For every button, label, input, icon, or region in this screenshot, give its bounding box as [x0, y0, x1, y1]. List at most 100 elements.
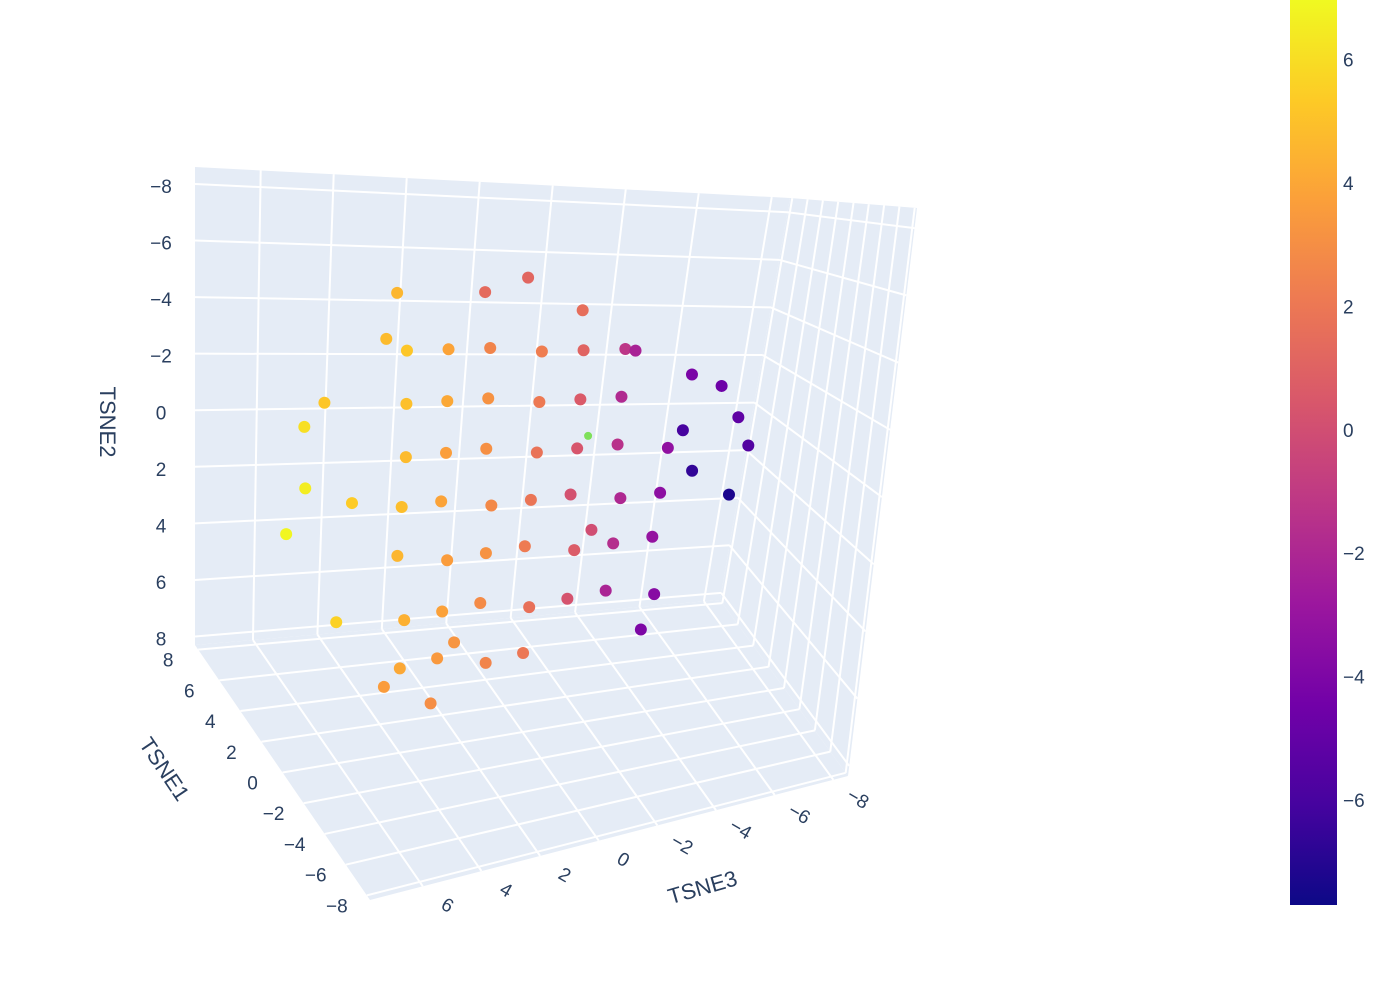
data-point	[318, 396, 331, 409]
grid-line	[303, 708, 800, 805]
data-point	[715, 379, 728, 392]
data-point	[440, 446, 453, 459]
floor	[195, 600, 848, 900]
y-tick-label: 8	[156, 630, 167, 651]
data-point	[524, 493, 537, 506]
y-tick-label: −2	[150, 347, 172, 368]
y-tick-label: −6	[150, 234, 172, 255]
data-point	[619, 342, 632, 355]
data-point	[661, 441, 674, 454]
x-tick-label: −2	[263, 804, 285, 825]
data-point	[568, 544, 581, 557]
z-tick-label: 0	[613, 849, 633, 872]
z-tick-label: 4	[496, 879, 516, 903]
grid-line	[844, 207, 916, 773]
data-point	[517, 647, 530, 660]
data-point	[400, 344, 413, 357]
x-tick-label: 8	[163, 651, 174, 672]
data-point	[442, 343, 455, 356]
grid-line	[240, 644, 754, 713]
grid-line	[813, 205, 886, 731]
data-point	[585, 523, 598, 536]
y-tick-label: −8	[150, 177, 172, 198]
data-point	[391, 549, 404, 562]
z-tick-label: −6	[784, 800, 813, 829]
data-point	[584, 431, 593, 440]
colorbar-tick-label: −4	[1343, 668, 1365, 689]
grid-line	[783, 202, 855, 689]
data-point	[377, 680, 390, 693]
data-point	[564, 488, 577, 501]
data-point	[535, 345, 548, 358]
axis-title: TSNE2	[95, 387, 120, 458]
colorbar-tick-label: −6	[1343, 791, 1365, 812]
grid-line	[194, 352, 763, 356]
data-point	[479, 656, 492, 669]
colorbar-tick-label: 0	[1343, 421, 1354, 442]
data-point	[441, 395, 454, 408]
x-tick-label: −6	[305, 866, 327, 887]
data-point	[474, 597, 487, 610]
y-tick-label: −4	[150, 290, 172, 311]
y-tick-label: 2	[156, 460, 167, 481]
z-tick-label: 2	[554, 864, 574, 887]
data-point	[380, 332, 393, 345]
colorbar-tick-label: 2	[1343, 297, 1354, 318]
data-point	[686, 464, 699, 477]
data-point	[571, 442, 584, 455]
data-point	[742, 439, 755, 452]
grid-line	[194, 496, 738, 525]
data-point	[345, 497, 358, 510]
data-point	[533, 396, 546, 409]
data-point	[634, 623, 647, 636]
data-point	[518, 540, 531, 553]
data-point	[648, 588, 661, 601]
data-point	[448, 636, 461, 649]
data-point	[395, 501, 408, 514]
colorbar	[1290, 0, 1337, 905]
data-point	[722, 488, 735, 501]
data-point	[330, 616, 343, 629]
grid-line	[380, 177, 408, 630]
colorbar-tick-label: 6	[1343, 51, 1354, 72]
data-point	[435, 495, 448, 508]
data-point	[436, 605, 449, 618]
data-point	[599, 584, 612, 597]
x-tick-label: −4	[284, 835, 306, 856]
data-point	[431, 652, 444, 665]
grid-line	[194, 591, 722, 638]
data-point	[611, 438, 624, 451]
z-tick-label: 6	[437, 894, 457, 917]
data-point	[522, 271, 535, 284]
data-point	[654, 486, 667, 499]
grid-line	[752, 200, 824, 646]
x-tick-label: 2	[226, 743, 237, 764]
z-tick-label: −8	[843, 785, 872, 814]
grid-line	[219, 623, 738, 682]
data-point	[479, 547, 492, 560]
grid-line	[345, 750, 831, 866]
grid-line	[194, 449, 747, 468]
data-point	[399, 451, 412, 464]
grid-line	[251, 170, 262, 641]
data-point	[484, 342, 497, 355]
grid-line	[194, 239, 780, 261]
y-tick-label: 6	[156, 573, 167, 594]
axis-title: TSNE1	[134, 733, 194, 806]
data-point	[280, 528, 293, 541]
grid-line	[198, 602, 723, 651]
z-tick-label: −2	[667, 831, 696, 860]
grid-line	[445, 181, 481, 624]
grid-line	[366, 771, 846, 897]
data-point	[629, 344, 642, 357]
grid-line	[194, 401, 755, 412]
x-tick-label: −8	[326, 896, 348, 917]
grid-line	[767, 201, 840, 667]
data-point	[479, 286, 492, 299]
data-point	[441, 554, 454, 567]
side-wall	[720, 198, 917, 776]
grid-line	[721, 198, 794, 604]
data-point	[298, 420, 311, 433]
